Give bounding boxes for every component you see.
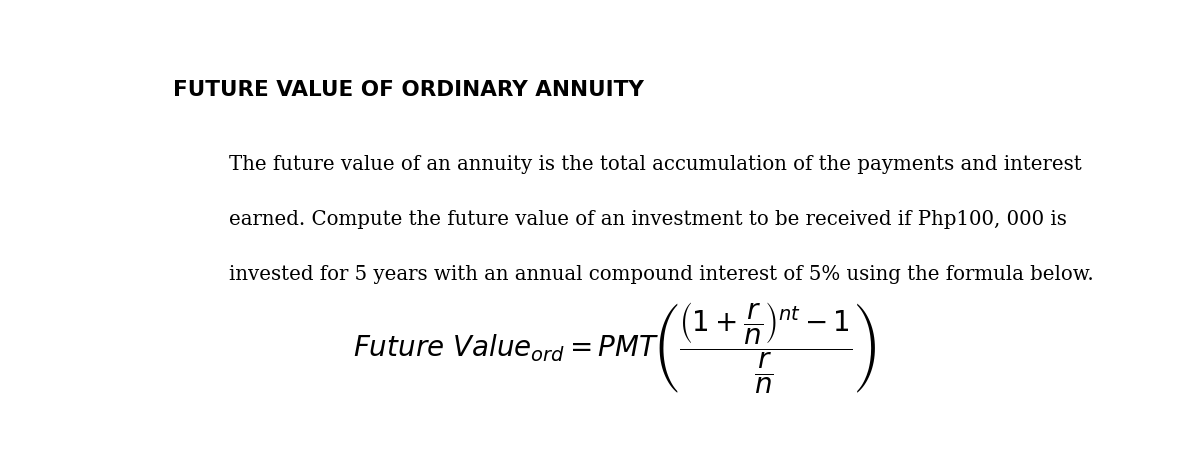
Text: earned. Compute the future value of an investment to be received if Php100, 000 : earned. Compute the future value of an i… (229, 210, 1067, 229)
Text: invested for 5 years with an annual compound interest of 5% using the formula be: invested for 5 years with an annual comp… (229, 265, 1094, 284)
Text: The future value of an annuity is the total accumulation of the payments and int: The future value of an annuity is the to… (229, 155, 1082, 174)
Text: FUTURE VALUE OF ORDINARY ANNUITY: FUTURE VALUE OF ORDINARY ANNUITY (173, 80, 644, 100)
Text: $\mathit{Future\ Value}_{\mathit{ord}} = \mathit{PMT}\left( \dfrac{\left(1+\dfra: $\mathit{Future\ Value}_{\mathit{ord}} =… (354, 301, 876, 396)
